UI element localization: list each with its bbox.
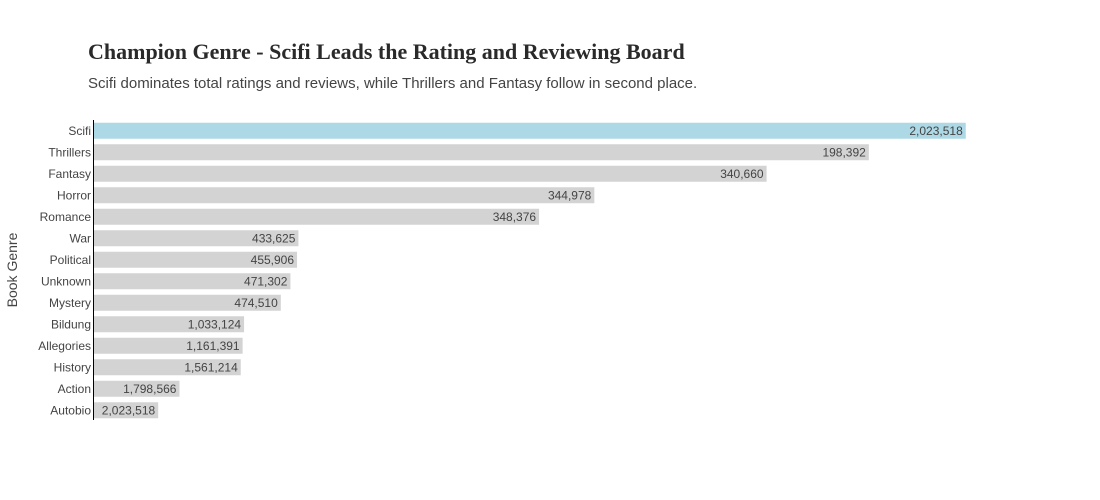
y-tick-label-war: War — [69, 231, 91, 245]
data-label-history: 1,561,214 — [184, 360, 238, 374]
data-label-autobio: 2,023,518 — [102, 403, 156, 417]
y-tick-label-action: Action — [58, 382, 91, 396]
bar-mystery — [94, 294, 281, 311]
bar-action — [94, 380, 180, 397]
bar-autobio — [94, 402, 159, 419]
bar-war — [94, 230, 299, 247]
bar-unknown — [94, 273, 291, 290]
bar-scifi — [94, 122, 966, 139]
chart-title: Champion Genre - Scifi Leads the Rating … — [88, 39, 685, 64]
data-label-romance: 348,376 — [493, 210, 537, 224]
data-label-thrillers: 198,392 — [822, 145, 866, 159]
y-tick-label-scifi: Scifi — [68, 124, 91, 138]
data-label-allegories: 1,161,391 — [186, 339, 240, 353]
y-tick-label-allegories: Allegories — [38, 339, 91, 353]
data-label-fantasy: 340,660 — [720, 167, 764, 181]
y-tick-label-thrillers: Thrillers — [48, 145, 91, 159]
data-label-mystery: 474,510 — [234, 296, 278, 310]
y-tick-label-unknown: Unknown — [41, 274, 91, 288]
bar-horror — [94, 187, 595, 204]
bar-thrillers — [94, 144, 869, 161]
y-tick-label-mystery: Mystery — [49, 296, 91, 310]
data-label-unknown: 471,302 — [244, 274, 288, 288]
chart-subtitle: Scifi dominates total ratings and review… — [88, 75, 698, 92]
y-tick-label-bildung: Bildung — [51, 317, 91, 331]
bar-romance — [94, 208, 540, 225]
data-label-bildung: 1,033,124 — [188, 317, 242, 331]
y-tick-label-history: History — [54, 360, 91, 374]
y-tick-label-political: Political — [50, 253, 91, 267]
bars-group: Scifi 2,023,518 Thrillers 198,392 Fantasy 340… — [38, 122, 966, 419]
bar-allegories — [94, 337, 243, 354]
bar-political — [94, 251, 298, 268]
bar-history — [94, 359, 241, 376]
y-tick-label-romance: Romance — [40, 210, 92, 224]
bar-bildung — [94, 316, 245, 333]
y-tick-label-fantasy: Fantasy — [48, 167, 91, 181]
data-label-action: 1,798,566 — [123, 382, 177, 396]
bar-fantasy — [94, 165, 767, 182]
data-label-horror: 344,978 — [548, 188, 592, 202]
data-label-war: 433,625 — [252, 231, 296, 245]
y-tick-label-horror: Horror — [57, 188, 91, 202]
y-axis-title: Book Genre — [4, 232, 20, 307]
data-label-political: 455,906 — [251, 253, 295, 267]
y-tick-label-autobio: Autobio — [50, 403, 91, 417]
data-label-scifi: 2,023,518 — [909, 124, 963, 138]
